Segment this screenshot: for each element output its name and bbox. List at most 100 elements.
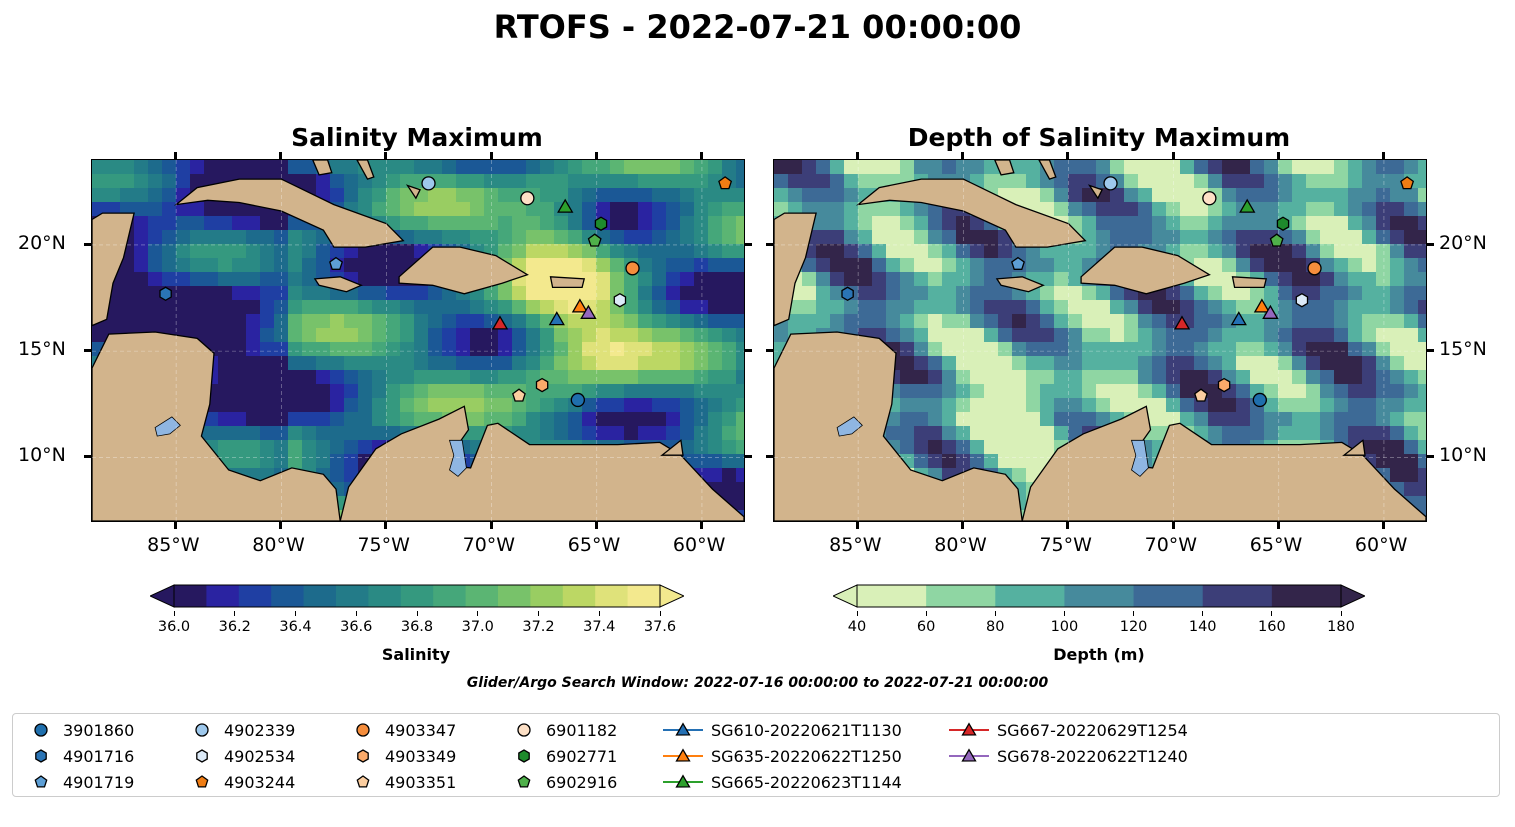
- field-cell: [204, 412, 219, 427]
- field-cell: [316, 174, 331, 189]
- colorbar-tick-label: 140: [1188, 619, 1217, 635]
- field-cell: [484, 300, 499, 315]
- field-cell: [1320, 384, 1335, 399]
- field-cell: [1292, 426, 1307, 441]
- field-cell: [858, 272, 873, 287]
- field-cell: [1404, 454, 1419, 469]
- legend-entry-4901716: 4901716: [27, 746, 134, 766]
- field-cell: [1166, 174, 1181, 189]
- field-cell: [330, 356, 345, 371]
- lon-tick-label: 65°W: [1249, 534, 1303, 556]
- lat-tick-mark: [84, 242, 91, 246]
- colorbar-swatch: [1133, 585, 1204, 607]
- lat-tick-mark: [745, 349, 752, 353]
- field-cell: [1068, 188, 1083, 203]
- field-cell: [872, 160, 887, 175]
- field-cell: [358, 188, 373, 203]
- field-cell: [540, 202, 555, 217]
- field-cell: [694, 454, 709, 469]
- field-cell: [330, 370, 345, 385]
- field-cell: [1082, 342, 1097, 357]
- field-cell: [358, 202, 373, 217]
- field-cell: [582, 216, 597, 231]
- field-cell: [386, 342, 401, 357]
- field-cell: [470, 230, 485, 245]
- field-cell: [316, 370, 331, 385]
- field-cell: [372, 426, 387, 441]
- field-cell: [554, 188, 569, 203]
- field-cell: [1418, 384, 1426, 399]
- field-cell: [1264, 398, 1279, 413]
- field-cell: [470, 160, 485, 175]
- lon-tick-label: 60°W: [672, 534, 726, 556]
- field-cell: [358, 398, 373, 413]
- field-cell: [858, 230, 873, 245]
- field-cell: [596, 328, 611, 343]
- colorbar-tick-label: 40: [847, 619, 867, 635]
- field-cell: [1222, 258, 1237, 273]
- field-cell: [680, 160, 695, 175]
- field-cell: [1110, 356, 1125, 371]
- field-cell: [218, 314, 233, 329]
- field-cell: [1306, 384, 1321, 399]
- field-cell: [928, 286, 943, 301]
- lon-tick-mark: [1066, 152, 1070, 159]
- field-cell: [1194, 356, 1209, 371]
- legend-entry-4902339: 4902339: [188, 720, 295, 740]
- field-cell: [816, 314, 831, 329]
- field-cell: [1278, 244, 1293, 259]
- field-cell: [232, 230, 247, 245]
- field-cell: [788, 160, 803, 175]
- field-cell: [232, 314, 247, 329]
- field-cell: [1096, 230, 1111, 245]
- field-cell: [928, 426, 943, 441]
- field-cell: [554, 426, 569, 441]
- legend-marker: [34, 723, 48, 737]
- field-cell: [1362, 370, 1377, 385]
- field-cell: [414, 300, 429, 315]
- field-cell: [484, 286, 499, 301]
- field-cell: [1194, 342, 1209, 357]
- field-cell: [722, 454, 737, 469]
- field-cell: [134, 188, 149, 203]
- field-cell: [788, 174, 803, 189]
- field-cell: [1348, 412, 1363, 427]
- field-cell: [1390, 258, 1405, 273]
- field-cell: [1082, 160, 1097, 175]
- field-cell: [190, 160, 205, 175]
- field-cell: [1040, 188, 1055, 203]
- field-cell: [830, 244, 845, 259]
- field-cell: [344, 174, 359, 189]
- field-cell: [246, 314, 261, 329]
- legend-handle: [517, 775, 531, 788]
- field-cell: [984, 258, 999, 273]
- field-cell: [1390, 356, 1405, 371]
- field-cell: [400, 216, 415, 231]
- field-cell: [1264, 244, 1279, 259]
- field-cell: [708, 202, 723, 217]
- land-mass: [549, 276, 586, 289]
- field-cell: [456, 160, 471, 175]
- field-cell: [498, 412, 513, 427]
- field-cell: [582, 286, 597, 301]
- field-cell: [526, 328, 541, 343]
- field-cell: [1320, 398, 1335, 413]
- field-cell: [1180, 286, 1195, 301]
- lon-tick-label: 85°W: [147, 534, 200, 556]
- field-cell: [498, 370, 513, 385]
- field-cell: [428, 188, 443, 203]
- field-cell: [218, 342, 233, 357]
- field-cell: [358, 440, 373, 455]
- field-cell: [428, 314, 443, 329]
- field-cell: [484, 370, 499, 385]
- field-cell: [624, 202, 639, 217]
- field-cell: [1124, 160, 1139, 175]
- field-cell: [470, 202, 485, 217]
- field-cell: [1208, 244, 1223, 259]
- field-cell: [1236, 258, 1251, 273]
- field-cell: [414, 384, 429, 399]
- field-cell: [610, 314, 625, 329]
- field-cell: [596, 412, 611, 427]
- field-cell: [1054, 412, 1069, 427]
- field-cell: [1362, 188, 1377, 203]
